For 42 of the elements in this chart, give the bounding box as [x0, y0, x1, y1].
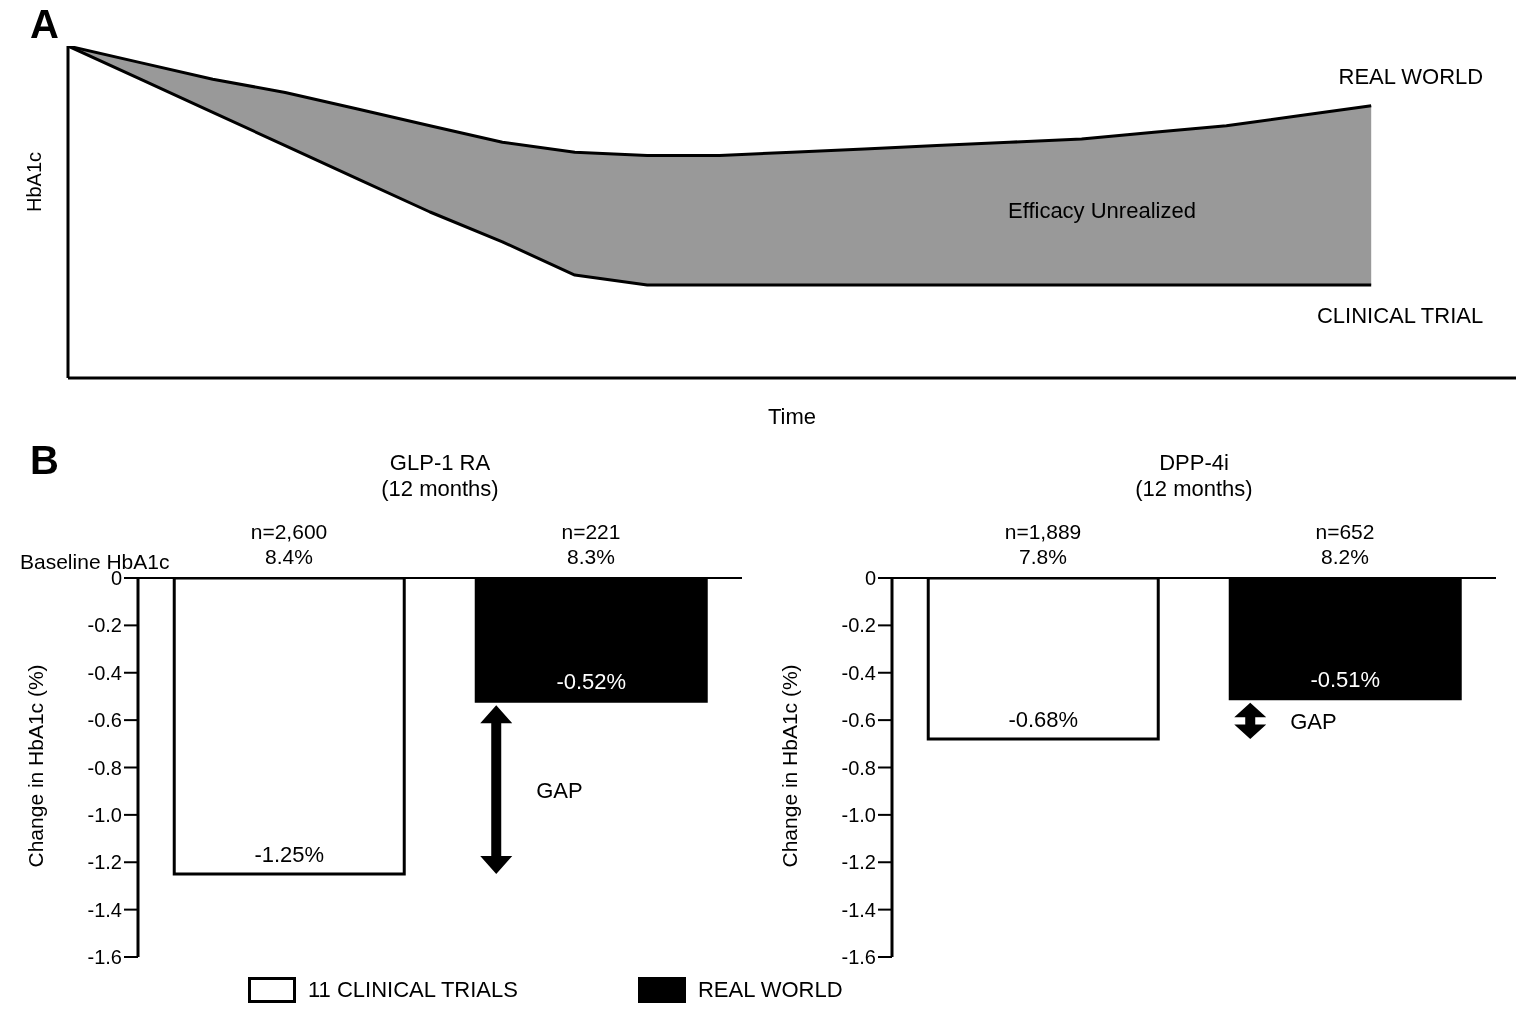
y-tick-label: -0.4 [841, 661, 876, 684]
data-label: -0.51% [1310, 666, 1381, 692]
y-tick-label: -1.2 [87, 851, 122, 874]
y-axis-title: Change in HbA1c (%) [778, 664, 802, 868]
y-tick-label: -0.8 [841, 756, 876, 779]
y-axis-title: Change in HbA1c (%) [24, 664, 48, 868]
x-tick-label: n=652 8.2% [1315, 520, 1375, 568]
data-label: -0.68% [1008, 707, 1079, 733]
y-tick-label: -1.4 [841, 898, 876, 921]
chart-title: GLP-1 RA [388, 450, 492, 476]
chart-title: A [30, 2, 59, 47]
legend-label: 11 CLINICAL TRIALS [308, 977, 518, 1003]
y-tick-label: -0.4 [87, 661, 122, 684]
x-tick-label: n=2,600 8.4% [250, 520, 328, 568]
y-tick-label: -0.2 [841, 614, 876, 637]
legend-label: REAL WORLD [697, 977, 843, 1003]
y-tick-label: -0.6 [841, 709, 876, 732]
text: B [30, 438, 59, 483]
y-tick-label: 0 [864, 567, 876, 590]
annotation: Efficacy Unrealized [1008, 198, 1196, 224]
y-tick-label: -1.2 [841, 851, 876, 874]
y-tick-label: -1.0 [841, 803, 876, 826]
y-tick-label: -0.8 [87, 756, 122, 779]
x-axis-title: Time [767, 404, 817, 429]
y-axis-title: HbA1c [23, 151, 46, 212]
y-tick-label: -1.6 [841, 946, 876, 969]
data-label: -1.25% [254, 842, 325, 868]
y-tick-label: -1.6 [87, 946, 122, 969]
y-tick-label: -0.6 [87, 709, 122, 732]
y-tick-label: -1.0 [87, 803, 122, 826]
series-label: REAL WORLD [1338, 63, 1484, 89]
y-tick-label: -1.4 [87, 898, 122, 921]
series-label: CLINICAL TRIAL [1316, 303, 1484, 329]
chart-subtitle: (12 months) [380, 476, 500, 502]
annotation: GAP [536, 777, 583, 803]
data-label: -0.52% [556, 669, 627, 695]
x-tick-label: n=221 8.3% [561, 520, 621, 568]
annotation: GAP [1290, 708, 1337, 734]
chart-subtitle: (12 months) [1134, 476, 1254, 502]
y-tick-label: -0.2 [87, 614, 122, 637]
chart-title: DPP-4i [1158, 450, 1230, 476]
x-tick-label: n=1,889 7.8% [1004, 520, 1082, 568]
